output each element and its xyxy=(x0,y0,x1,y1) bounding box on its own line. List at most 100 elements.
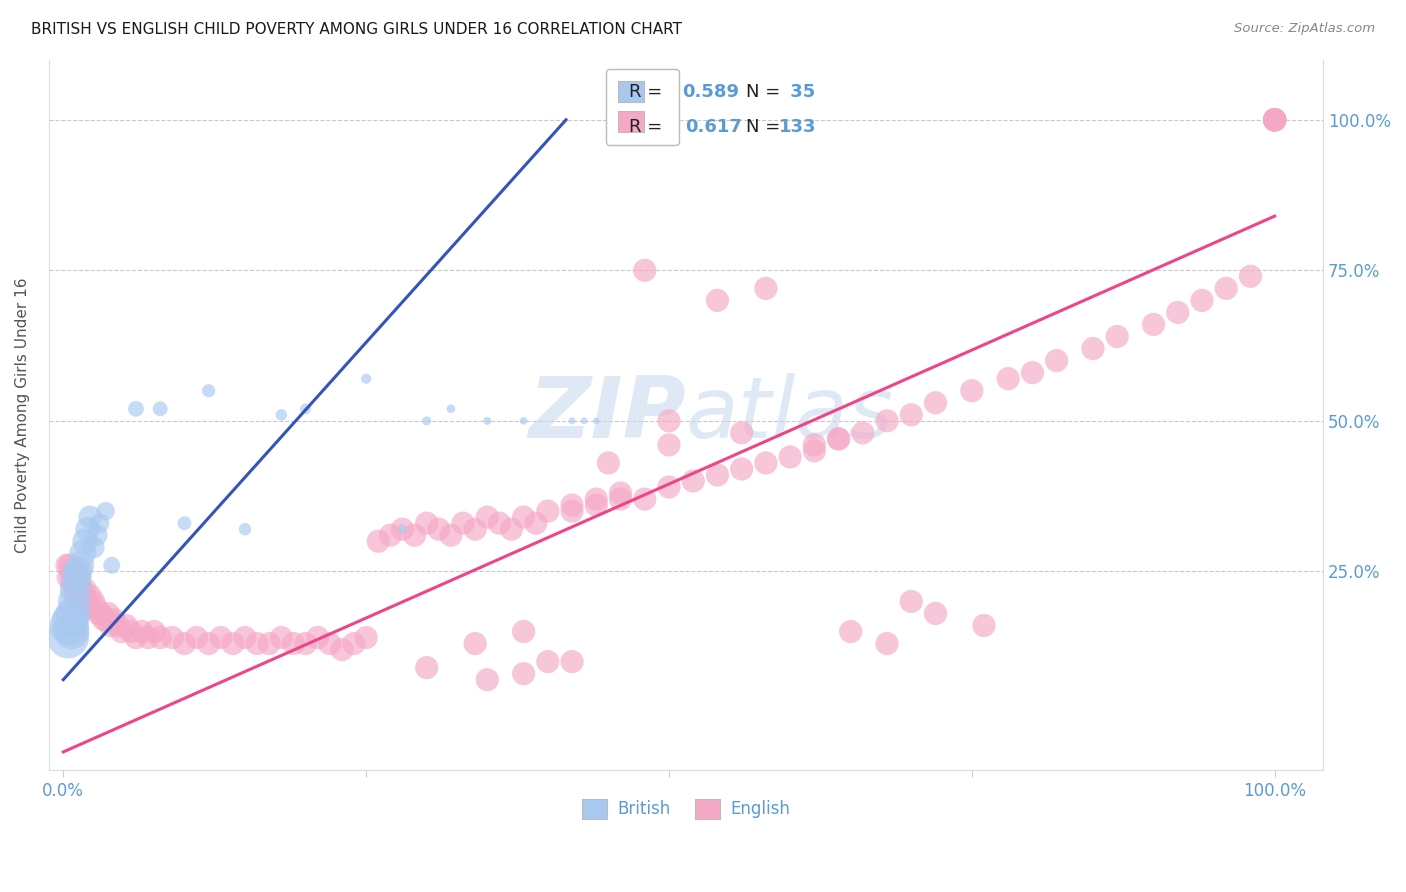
British xyxy=(233,522,256,536)
English xyxy=(56,558,79,573)
English xyxy=(270,631,292,645)
English xyxy=(609,492,631,507)
British xyxy=(270,408,292,422)
English xyxy=(451,516,474,531)
British xyxy=(60,624,83,639)
English xyxy=(233,631,256,645)
English xyxy=(66,582,89,597)
English xyxy=(391,522,413,536)
English xyxy=(803,438,825,452)
English xyxy=(803,444,825,458)
English xyxy=(1215,281,1237,295)
English xyxy=(1264,112,1286,127)
English xyxy=(1264,112,1286,127)
English xyxy=(658,414,681,428)
Text: BRITISH VS ENGLISH CHILD POVERTY AMONG GIRLS UNDER 16 CORRELATION CHART: BRITISH VS ENGLISH CHILD POVERTY AMONG G… xyxy=(31,22,682,37)
English xyxy=(330,642,353,657)
English xyxy=(512,510,534,524)
British xyxy=(76,522,98,536)
English xyxy=(477,510,499,524)
Text: atlas: atlas xyxy=(686,373,894,457)
Text: ZIP: ZIP xyxy=(529,373,686,457)
English xyxy=(852,425,875,440)
English xyxy=(222,636,245,650)
Text: N =: N = xyxy=(745,118,786,136)
English xyxy=(997,372,1019,386)
English xyxy=(755,281,778,295)
English xyxy=(307,631,329,645)
English xyxy=(1107,329,1129,343)
English xyxy=(294,636,316,650)
English xyxy=(634,263,657,277)
English xyxy=(1264,112,1286,127)
English xyxy=(75,594,97,608)
Legend: British, English: British, English xyxy=(575,792,797,826)
English xyxy=(464,522,486,536)
English xyxy=(501,522,523,536)
British xyxy=(585,414,607,428)
English xyxy=(609,486,631,500)
British xyxy=(477,414,499,428)
English xyxy=(73,588,96,602)
English xyxy=(62,570,84,584)
English xyxy=(257,636,280,650)
English xyxy=(97,607,120,621)
English xyxy=(110,624,132,639)
British xyxy=(83,541,105,555)
English xyxy=(1264,112,1286,127)
English xyxy=(65,570,87,584)
British xyxy=(100,558,122,573)
English xyxy=(87,607,110,621)
British xyxy=(72,546,94,560)
British xyxy=(94,504,117,518)
British xyxy=(572,414,595,428)
English xyxy=(827,432,849,446)
English xyxy=(1239,269,1261,284)
English xyxy=(59,565,82,579)
English xyxy=(706,293,728,308)
British xyxy=(69,558,91,573)
English xyxy=(706,468,728,483)
English xyxy=(477,673,499,687)
English xyxy=(415,660,437,674)
English xyxy=(56,570,79,584)
English xyxy=(1264,112,1286,127)
British xyxy=(391,522,413,536)
Text: R =: R = xyxy=(628,83,668,101)
English xyxy=(91,612,114,626)
Text: 133: 133 xyxy=(779,118,817,136)
English xyxy=(367,534,389,549)
English xyxy=(1264,112,1286,127)
English xyxy=(585,498,607,512)
English xyxy=(186,631,208,645)
English xyxy=(115,618,138,632)
British xyxy=(125,401,148,416)
English xyxy=(924,607,946,621)
English xyxy=(60,576,83,591)
Text: 0.589: 0.589 xyxy=(682,83,740,101)
English xyxy=(537,504,560,518)
English xyxy=(94,612,117,626)
English xyxy=(585,492,607,507)
English xyxy=(404,528,426,542)
English xyxy=(598,456,620,470)
English xyxy=(84,600,107,615)
British xyxy=(75,534,97,549)
English xyxy=(125,631,148,645)
English xyxy=(65,582,87,597)
English xyxy=(900,594,922,608)
English xyxy=(658,438,681,452)
English xyxy=(960,384,983,398)
English xyxy=(76,594,98,608)
British xyxy=(79,510,101,524)
British xyxy=(86,528,108,542)
English xyxy=(537,655,560,669)
British xyxy=(415,414,437,428)
English xyxy=(512,624,534,639)
English xyxy=(209,631,232,645)
English xyxy=(827,432,849,446)
English xyxy=(72,594,94,608)
British xyxy=(354,372,377,386)
English xyxy=(380,528,402,542)
English xyxy=(924,396,946,410)
